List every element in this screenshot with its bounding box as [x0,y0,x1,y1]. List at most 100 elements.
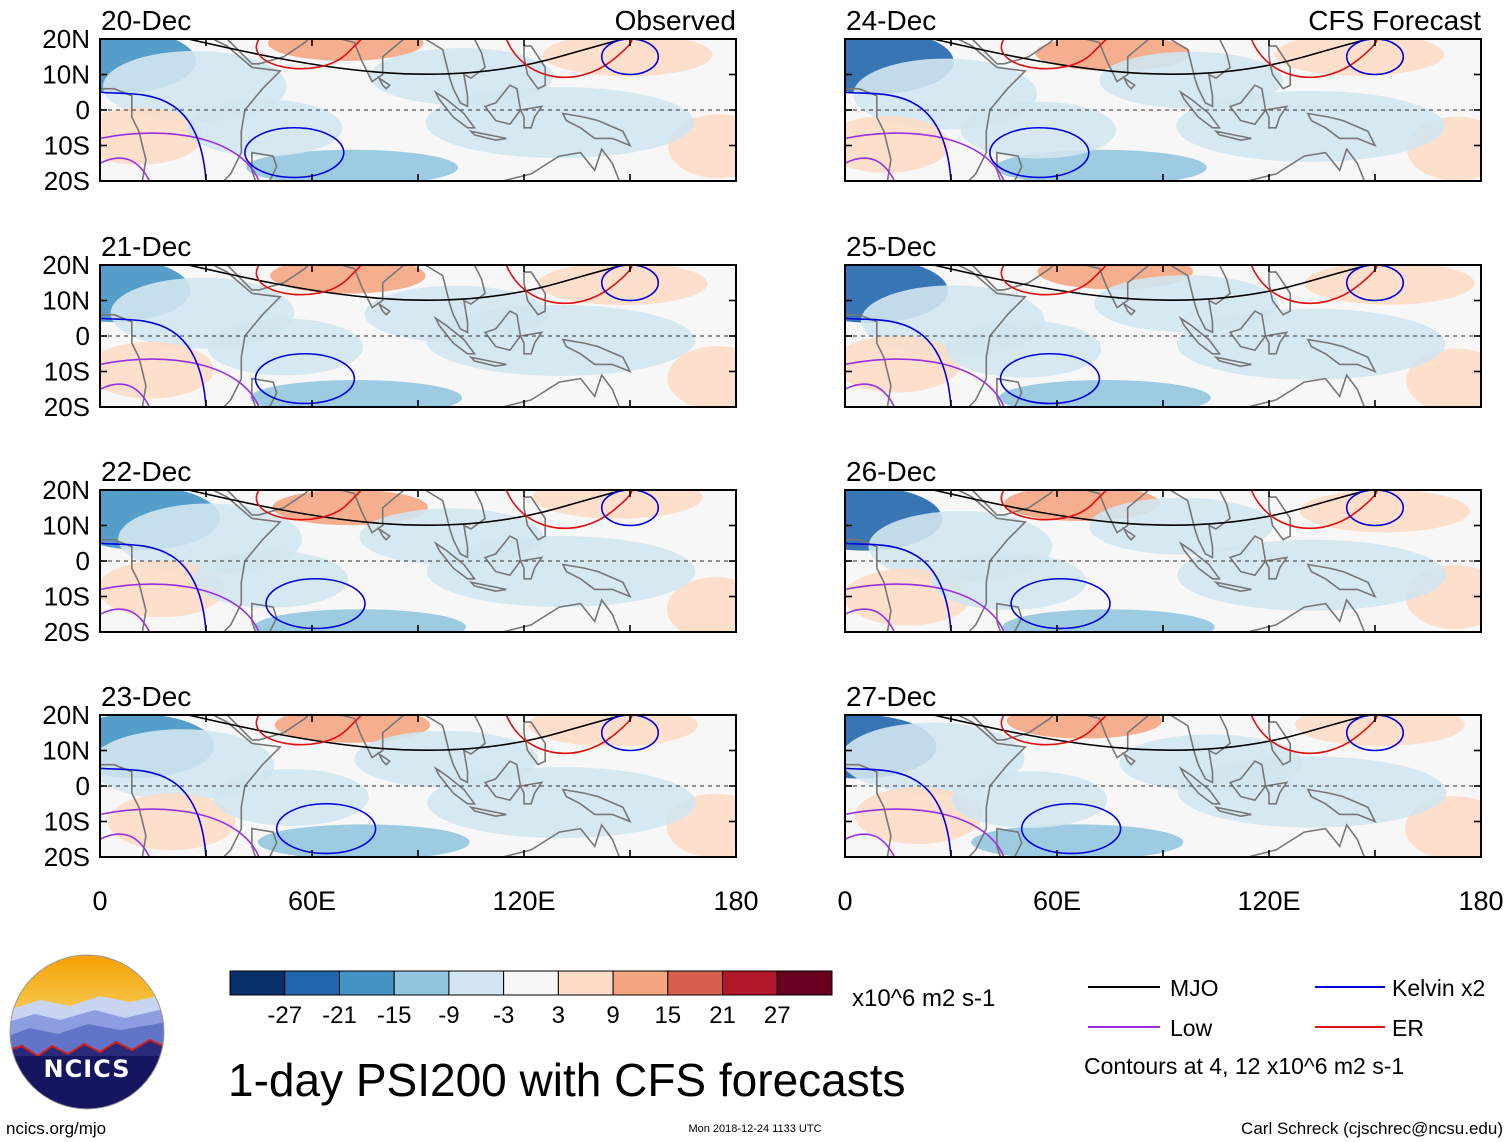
coastline [1264,781,1289,805]
psi-field [845,715,1481,857]
panel: 20N 10N 0 10S 20S 20-Dec Observed [42,5,737,196]
coastline [1268,496,1291,541]
coastline [1122,75,1136,90]
coastline [1268,271,1291,316]
y-tick-label: 20S [44,842,90,872]
coastline [433,765,477,805]
coastline [502,823,621,857]
ncics-logo: NCICS [9,954,165,1110]
coastline [377,75,391,90]
psi-anomaly [1176,90,1445,162]
y-tick-label: 0 [76,95,90,125]
psi-anomaly [667,346,736,407]
panel: 26-Dec [844,456,1482,633]
psi-anomaly [257,824,470,857]
psi-anomaly [998,380,1211,407]
panel: 27-Dec [844,681,1482,858]
y-tick-label: 10S [44,131,90,161]
er-contour [1250,39,1378,79]
coastline [377,751,391,766]
coastline [1178,540,1222,580]
mjo-contour [188,715,666,752]
y-tick-label: 10N [42,511,90,541]
coastline [377,526,391,541]
colorbar: -27 -21 -15 -9 -3 3 9 15 21 27 [229,970,833,1029]
kelvin-contour [845,767,952,857]
coastline [1213,580,1252,593]
coastline [1264,331,1289,355]
y-tick-label: 10N [42,60,90,90]
psi-anomaly [1089,497,1273,555]
panel-date: 25-Dec [846,231,936,262]
y-tick-label: 10N [42,736,90,766]
coastline [468,805,507,818]
coastline [845,265,1027,407]
footer-author: Carl Schreck (cjschrec@ncsu.edu) [1241,1119,1503,1138]
kelvin-contour [100,91,207,181]
psi-anomaly [1295,715,1465,746]
coastline [1306,563,1377,599]
coastline [1228,760,1267,802]
psi-anomaly [1304,265,1475,305]
psi-field [100,265,736,407]
low-contour [100,157,151,181]
low-contour [100,358,260,407]
coastline [519,781,544,805]
psi-anomaly [1299,490,1470,533]
psi-anomaly [667,577,736,632]
low-contour [845,383,896,407]
er-contour [1000,490,1114,521]
low-contour [100,583,260,632]
psi-anomaly [100,341,214,399]
psi-anomaly [1094,275,1278,333]
psi-anomaly [845,115,950,173]
x-tick-label: 0 [837,886,852,916]
coastline [423,265,487,334]
mjo-contour [188,265,666,302]
y-tick-label: 10N [42,286,90,316]
coastline [433,89,477,129]
x-tick-label: 60E [288,886,336,916]
colorbar-swatch [667,970,724,996]
coastline [519,105,544,129]
psi-anomaly [369,48,554,105]
kelvin-contour [845,91,952,181]
panel: 20N 10N 0 10S 20S 21-Dec [42,231,737,422]
coastline [1122,751,1136,766]
coastline [1306,112,1377,148]
psi-anomaly [1406,348,1481,407]
coastline [423,39,487,108]
coastline [1268,721,1291,766]
psi-anomaly [100,107,204,165]
er-contour [1000,39,1114,70]
coastline [100,39,282,181]
coastline [1306,788,1377,824]
y-tick-label: 20N [42,475,90,505]
y-tick-label: 10S [44,582,90,612]
er-contour [1250,490,1378,530]
coastline [523,45,547,90]
coastline [468,355,507,368]
footer-site[interactable]: ncics.org/mjo [6,1119,106,1138]
colorbar-tick-label: 3 [552,1002,565,1029]
psi-anomaly [971,824,1184,857]
panel-date: 20-Dec [101,5,191,36]
y-tick-label: 20N [42,24,90,54]
psi-anomaly [542,39,713,77]
psi-anomaly [951,771,1108,828]
er-contour [505,39,633,79]
y-tick-label: 20S [44,392,90,422]
kelvin-contour [989,126,1090,179]
panel: 20N 10N 0 10S 20S 22-Dec [42,456,737,647]
colorbar-tick-label: -9 [438,1002,459,1029]
colorbar-tick-label: -15 [377,1002,412,1029]
low-contour [845,157,896,181]
mjo-contour [188,39,666,76]
coastline [1264,105,1289,129]
colorbar-tick-label: 9 [606,1002,619,1029]
psi-anomaly [253,609,466,632]
kelvin-contour [275,802,377,855]
colorbar-tick-label: -3 [493,1002,514,1029]
colorbar-tick-label: 21 [709,1002,736,1029]
er-contour [1000,715,1114,746]
